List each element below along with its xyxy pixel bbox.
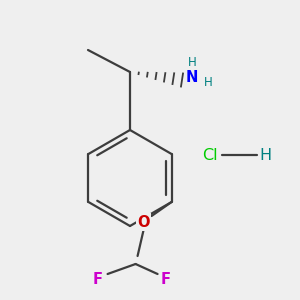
Text: F: F (160, 272, 171, 286)
Text: N: N (186, 70, 198, 86)
Text: Cl: Cl (202, 148, 218, 163)
Text: F: F (93, 272, 103, 286)
Text: H: H (259, 148, 271, 163)
Text: H: H (204, 76, 212, 89)
Text: O: O (137, 214, 150, 230)
Text: H: H (188, 56, 196, 68)
